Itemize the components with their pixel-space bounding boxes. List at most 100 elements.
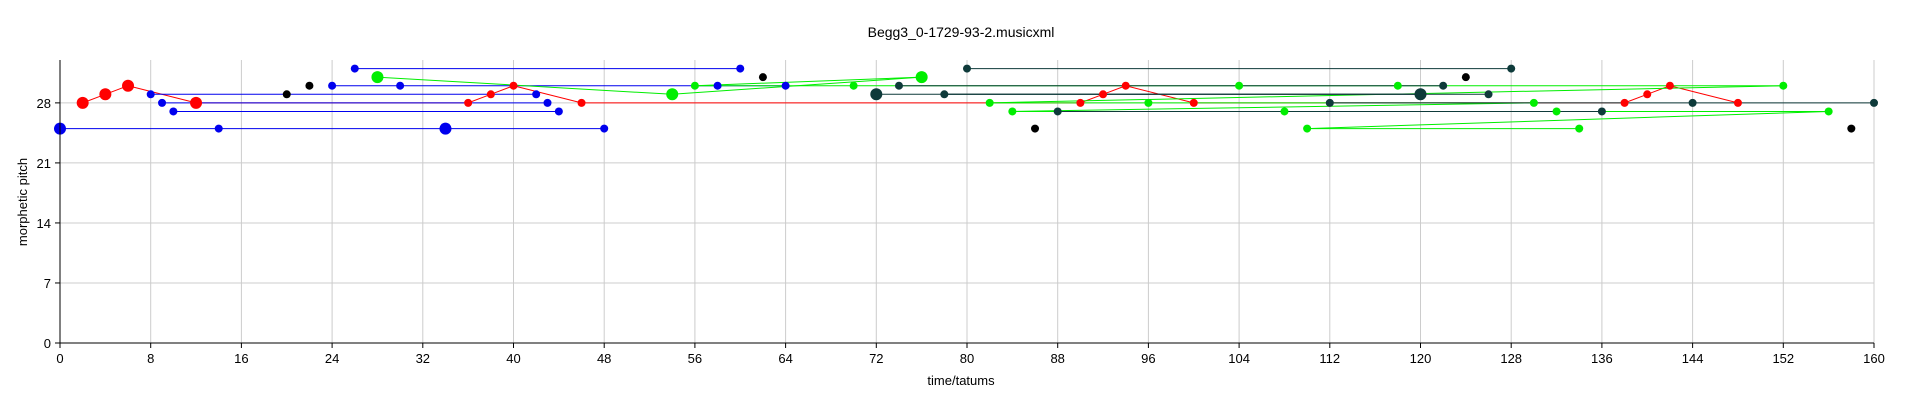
series-1-point	[396, 81, 405, 90]
series-4-point	[1325, 98, 1334, 107]
series-0-point	[1620, 98, 1629, 107]
series-3-point	[1144, 98, 1153, 107]
y-tick-label: 7	[44, 276, 51, 291]
x-tick-label: 152	[1772, 351, 1794, 366]
x-tick-label: 112	[1319, 351, 1340, 366]
series-0-point	[1121, 81, 1130, 90]
series-1-point	[328, 81, 337, 90]
series-0-point	[1643, 90, 1652, 99]
series-0-segment	[1647, 85, 1671, 95]
series-0-point	[1099, 90, 1108, 99]
series-1-point	[146, 90, 155, 99]
series-0-point	[577, 98, 586, 107]
x-tick-label: 24	[325, 351, 339, 366]
series-0-point	[1189, 98, 1198, 107]
series-1-point	[532, 90, 541, 99]
series-0-point	[1076, 98, 1085, 107]
x-tick-label: 32	[416, 351, 430, 366]
series-0-segment	[490, 85, 514, 95]
series-0-point	[509, 81, 518, 90]
x-tick-label: 56	[688, 351, 702, 366]
series-4-point	[1484, 90, 1493, 99]
x-tick-label: 40	[506, 351, 520, 366]
series-0-point	[1733, 98, 1742, 107]
series-1-point	[158, 98, 167, 107]
axes	[55, 60, 1875, 348]
series-1-point	[439, 122, 452, 135]
series-3-point	[666, 88, 679, 101]
series-3-segment	[1012, 102, 1534, 112]
series-4-point	[1870, 98, 1878, 107]
series-3-point	[849, 81, 858, 90]
x-tick-label: 104	[1228, 351, 1250, 366]
series-1-point	[713, 81, 722, 90]
series-4-point	[1688, 98, 1697, 107]
x-tick-label: 64	[778, 351, 792, 366]
x-tick-label: 0	[56, 351, 63, 366]
x-tick-label: 88	[1050, 351, 1064, 366]
series-1-point	[350, 64, 359, 73]
y-tick-labels: 0 7 14 21 28	[37, 96, 51, 351]
y-tick-label: 28	[37, 96, 51, 111]
series-0-segment	[513, 85, 582, 104]
series-3-point	[1280, 107, 1289, 116]
series-4-point	[1507, 64, 1516, 73]
series-1-point	[169, 107, 178, 116]
chart-title: Begg3_0-1729-93-2.musicxml	[868, 24, 1055, 40]
series-2-point	[282, 90, 291, 99]
series-3-point	[1824, 107, 1833, 116]
series-3-segment	[1307, 110, 1829, 130]
series-3-point	[985, 98, 994, 107]
series-3-segment	[694, 76, 922, 87]
series-3-point	[1303, 124, 1312, 133]
series-0-segment	[1102, 85, 1126, 95]
series-2-point	[758, 73, 767, 82]
x-tick-label: 48	[597, 351, 611, 366]
x-tick-label: 8	[147, 351, 154, 366]
series-0-point	[76, 96, 89, 109]
series-0-segment	[467, 93, 492, 104]
series-0-segment	[1080, 93, 1104, 104]
series-2-point	[305, 81, 314, 90]
series-4-point	[963, 64, 971, 73]
y-tick-label: 0	[44, 336, 51, 351]
series-0-segment	[1624, 93, 1648, 104]
series-0-segment	[1669, 85, 1739, 104]
series-1-point	[554, 107, 563, 116]
series-1-point	[781, 81, 790, 90]
series-4-point	[1439, 81, 1448, 90]
series-0-point	[99, 88, 112, 101]
x-tick-label: 160	[1863, 351, 1885, 366]
series-4-point	[894, 81, 903, 90]
series-3-point	[1552, 107, 1561, 116]
series-4-point	[1414, 88, 1427, 101]
series-0-point	[122, 79, 135, 92]
series-3-point	[1529, 98, 1538, 107]
series-2-point	[1031, 124, 1040, 133]
series-4-point	[1053, 107, 1062, 116]
series-4-point	[1597, 107, 1606, 116]
x-tick-label: 16	[234, 351, 248, 366]
x-tick-label: 72	[869, 351, 883, 366]
series-3-point	[1779, 81, 1788, 90]
series-1-point	[543, 98, 552, 107]
series-1-point	[600, 124, 609, 133]
y-tick-label: 14	[37, 216, 51, 231]
y-tick-label: 21	[37, 156, 51, 171]
series-0-point	[486, 90, 495, 99]
x-axis-label: time/tatums	[927, 373, 995, 388]
x-tick-label: 96	[1141, 351, 1155, 366]
x-tick-labels: 0 8 16 24 32 40 48 56 64 72 80 88 96 104 112 120 128 136 1…	[56, 351, 1884, 366]
series-lines	[60, 68, 1874, 130]
series-1-point	[736, 64, 745, 73]
series-2-point	[1461, 73, 1470, 82]
data-points	[54, 64, 1878, 135]
series-2-point	[1847, 124, 1856, 133]
series-4-point	[940, 90, 949, 99]
series-0-point	[1665, 81, 1674, 90]
x-tick-label: 120	[1410, 351, 1432, 366]
series-3-point	[1575, 124, 1584, 133]
x-tick-label: 128	[1500, 351, 1522, 366]
series-3-point	[915, 71, 928, 84]
